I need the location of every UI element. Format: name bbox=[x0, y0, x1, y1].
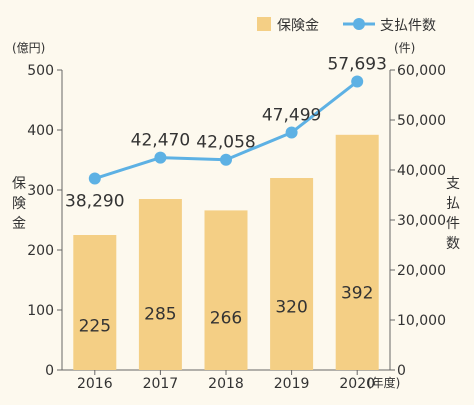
x-axis-tick-label: 2019 bbox=[274, 376, 310, 392]
line-point-label: 47,499 bbox=[262, 106, 321, 126]
left-axis-title: 保 険 金 bbox=[12, 176, 26, 232]
bar bbox=[270, 178, 314, 370]
x-axis-unit: (年度) bbox=[367, 375, 400, 390]
legend-label-line: 支払件数 bbox=[380, 18, 436, 34]
x-axis-tick-label: 2020 bbox=[339, 376, 375, 392]
line-series bbox=[88, 75, 364, 185]
bar-value-label: 225 bbox=[79, 316, 111, 336]
legend-swatch-bar bbox=[257, 17, 271, 31]
left-axis-tick-label: 400 bbox=[27, 123, 54, 139]
line-point-label: 57,693 bbox=[327, 55, 386, 75]
right-axis-tick-label: 50,000 bbox=[397, 113, 446, 129]
left-axis-tick-label: 500 bbox=[27, 63, 54, 79]
line-point bbox=[220, 153, 232, 166]
line-point bbox=[351, 75, 364, 88]
x-axis-tick-label: 2017 bbox=[143, 376, 179, 392]
right-axis-tick-label: 30,000 bbox=[397, 213, 446, 229]
line-point bbox=[285, 126, 298, 139]
right-axis-title-char: 支 bbox=[446, 176, 460, 192]
right-axis-title-char: 件 bbox=[446, 216, 460, 232]
bar-value-label: 320 bbox=[275, 298, 307, 318]
x-axis-tick-label: 2016 bbox=[77, 376, 113, 392]
right-axis-tick-label: 10,000 bbox=[397, 313, 446, 329]
left-axis-tick-label: 300 bbox=[27, 183, 54, 199]
legend-label-bar: 保険金 bbox=[277, 18, 319, 34]
right-axis-tick-label: 40,000 bbox=[397, 163, 446, 179]
left-axis-unit: (億円) bbox=[12, 41, 45, 55]
right-axis-tick-label: 20,000 bbox=[397, 263, 446, 279]
right-axis-title-char: 数 bbox=[446, 236, 460, 252]
left-axis-title-char: 保 bbox=[12, 176, 26, 192]
bar-series bbox=[73, 134, 379, 370]
right-axis-tick-label: 0 bbox=[397, 363, 406, 379]
bar bbox=[73, 235, 117, 370]
line-point bbox=[88, 172, 101, 185]
x-axis-tick-label: 2018 bbox=[208, 376, 244, 392]
right-axis-title-char: 払 bbox=[446, 196, 460, 212]
bar bbox=[138, 199, 182, 370]
bar bbox=[335, 134, 379, 370]
left-axis-tick-label: 0 bbox=[45, 363, 54, 379]
right-axis-unit: (件) bbox=[394, 41, 415, 55]
line-point-label: 42,058 bbox=[196, 133, 255, 153]
bar-value-label: 392 bbox=[341, 283, 373, 303]
line-point-label: 42,470 bbox=[131, 131, 190, 151]
line-point-label: 38,290 bbox=[65, 192, 124, 212]
left-axis-tick-label: 100 bbox=[27, 303, 54, 319]
legend-swatch-marker bbox=[353, 18, 365, 30]
legend: 保険金 支払件数 bbox=[257, 17, 436, 34]
left-axis-title-char: 険 bbox=[12, 196, 26, 212]
right-axis-tick-label: 60,000 bbox=[397, 63, 446, 79]
right-axis-title: 支 払 件 数 bbox=[446, 176, 460, 252]
bar bbox=[204, 210, 248, 370]
left-axis-tick-label: 200 bbox=[27, 243, 54, 259]
data-labels: 225 285 266 320 392 38,290 42,470 42,058 47,499 5… bbox=[65, 55, 387, 337]
line-point bbox=[154, 151, 167, 164]
left-axis-title-char: 金 bbox=[12, 216, 26, 232]
bar-value-label: 266 bbox=[210, 308, 242, 328]
bar-value-label: 285 bbox=[144, 305, 176, 325]
